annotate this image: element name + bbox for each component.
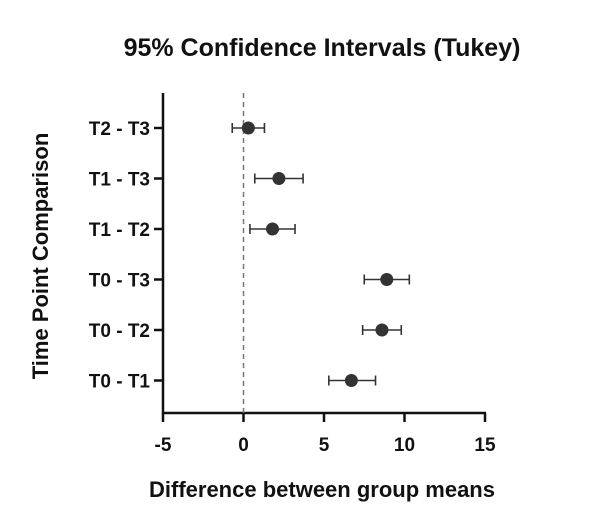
x-axis-title: Difference between group means (149, 477, 495, 502)
x-tick-label: -5 (155, 435, 172, 456)
mean-difference-point (375, 323, 389, 337)
y-tick-label: T1 - T2 (89, 220, 150, 241)
mean-difference-point (380, 273, 394, 286)
y-tick-label: T0 - T1 (89, 372, 151, 393)
y-tick-label: T1 - T3 (89, 170, 150, 191)
x-tick-label: 0 (238, 435, 249, 456)
chart-title: 95% Confidence Intervals (Tukey) (124, 34, 521, 62)
y-tick-label: T0 - T3 (89, 271, 150, 292)
y-tick-label: T0 - T2 (89, 321, 150, 342)
x-tick-label: 5 (319, 435, 330, 456)
x-tick-label: 15 (474, 435, 496, 456)
y-axis-title: Time Point Comparison (28, 133, 53, 380)
mean-difference-point (241, 121, 255, 135)
y-tick-label: T2 - T3 (89, 119, 150, 140)
plot-area: -5 0 5 10 15 T2 - T3 T1 - T3 T1 - T2 T0 - T3 T0 -… (89, 93, 496, 456)
mean-difference-point (272, 172, 286, 185)
mean-difference-point (344, 374, 358, 387)
mean-difference-point (265, 222, 279, 236)
x-tick-label: 10 (394, 435, 415, 456)
